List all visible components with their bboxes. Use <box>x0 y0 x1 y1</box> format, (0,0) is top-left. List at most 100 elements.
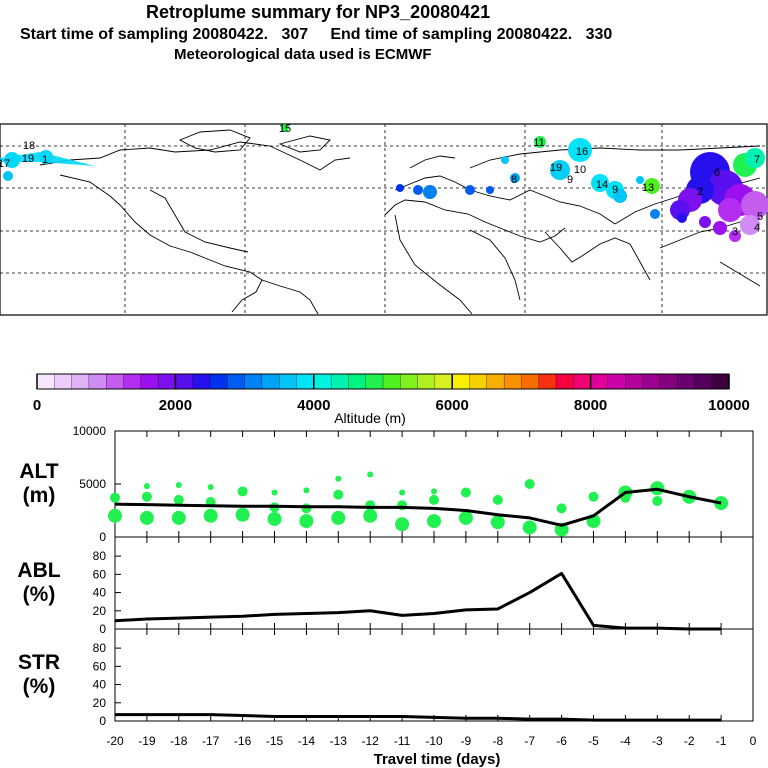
colorbar-cell <box>192 373 211 390</box>
colorbar-tick-label: 6000 <box>436 397 469 414</box>
map-cluster-label: 6 <box>714 167 720 179</box>
colorbar-cell <box>642 373 661 390</box>
map-cluster-label: 14 <box>596 179 608 191</box>
colorbar-cell <box>36 373 55 390</box>
map-cluster-label: 1 <box>42 154 48 166</box>
y-tick-label: 20 <box>93 604 107 618</box>
sampling-time-line: Start time of sampling 20080422. 307 End… <box>20 26 613 43</box>
alt-cluster-dot <box>299 514 314 529</box>
x-tick-label: -15 <box>266 734 284 748</box>
map-cluster-circle <box>413 185 423 195</box>
alt-cluster-dot <box>143 483 150 490</box>
x-tick-label: -18 <box>170 734 188 748</box>
map-cluster-circle <box>39 150 53 164</box>
map-cluster-circle <box>745 148 765 168</box>
colorbar-cell <box>123 373 142 390</box>
y-tick-label: 20 <box>93 696 107 710</box>
colorbar-cell <box>555 373 574 390</box>
x-tick-label: -7 <box>524 734 535 748</box>
colorbar-cell <box>452 373 471 390</box>
map-cluster-label: 18 <box>23 140 35 152</box>
alt-cluster-dot <box>458 510 473 525</box>
panel-ylabel: (%) <box>23 675 56 698</box>
x-tick-label: -3 <box>652 734 663 748</box>
alt-cluster-dot <box>173 494 184 505</box>
x-tick-label: 0 <box>750 734 757 748</box>
x-tick-label: -14 <box>298 734 316 748</box>
x-tick-label: -8 <box>492 734 503 748</box>
colorbar-cell <box>434 373 453 390</box>
alt-cluster-dot <box>110 492 120 503</box>
map-cluster-circle <box>3 171 13 181</box>
colorbar-cell <box>88 373 107 390</box>
colorbar-cell <box>676 373 695 390</box>
colorbar-cell <box>244 373 263 390</box>
map-cluster-circle <box>465 185 475 195</box>
map-cluster-label: 9 <box>567 174 573 186</box>
alt-cluster-dot <box>139 510 154 525</box>
colorbar-cell <box>625 373 644 390</box>
map-gridlines <box>0 124 767 315</box>
map-cluster-circle <box>729 230 741 242</box>
alt-cluster-dot <box>556 503 567 514</box>
alt-cluster-dot <box>427 514 441 529</box>
x-tick-label: -20 <box>106 734 124 748</box>
colorbar-cell <box>348 373 367 390</box>
alt-cluster-dot <box>108 508 122 523</box>
x-tick-label: -1 <box>716 734 727 748</box>
colorbar-cell <box>279 373 298 390</box>
y-tick-label: 80 <box>93 641 107 655</box>
map-cluster-label: 13 <box>642 182 654 194</box>
colorbar-cell <box>400 373 419 390</box>
colorbar-cell <box>694 373 713 390</box>
y-tick-label: 80 <box>93 549 107 563</box>
map-cluster-circles <box>3 124 768 242</box>
map-cluster-circle <box>740 215 760 235</box>
map-cluster-circle <box>718 198 742 222</box>
colorbar-cell <box>711 373 730 390</box>
map-cluster-label: 19 <box>550 162 562 174</box>
map-cluster-circle <box>613 189 627 203</box>
alt-cluster-dot <box>141 491 152 502</box>
colorbar-cell <box>261 373 280 390</box>
colorbar-label: Altitude (m) <box>334 410 406 426</box>
map-cluster-label: 5 <box>757 211 763 223</box>
x-tick-label: -13 <box>330 734 348 748</box>
panel-frame <box>114 628 754 722</box>
colorbar-cell <box>590 373 609 390</box>
alt-cluster-dot <box>429 494 439 505</box>
colorbar-cell <box>106 373 125 390</box>
time-series-panels: 0500010000ALT(m)020406080ABL(%)020406080… <box>17 424 754 728</box>
x-tick-label: -10 <box>425 734 443 748</box>
x-tick-label: -2 <box>684 734 695 748</box>
map-cluster-label: 3 <box>732 226 738 238</box>
colorbar-cell <box>365 373 384 390</box>
map-cluster-circle <box>423 185 437 199</box>
x-tick-label: -5 <box>588 734 599 748</box>
map-cluster-label: 2 <box>697 186 703 198</box>
colorbar-cell <box>538 373 557 390</box>
y-tick-label: 0 <box>99 622 106 636</box>
alt-cluster-dot <box>554 522 569 537</box>
series-line-str <box>115 713 722 722</box>
chart-title: Retroplume summary for NP3_20080421 <box>146 2 491 22</box>
map-cluster-label: 7 <box>754 154 760 166</box>
colorbar-tick-label: 10000 <box>708 397 750 414</box>
x-tick-label: -9 <box>461 734 472 748</box>
colorbar-cell <box>54 373 73 390</box>
alt-cluster-dot <box>207 484 214 491</box>
alt-cluster-dot <box>235 507 250 522</box>
colorbar-cell <box>71 373 90 390</box>
panel-frame <box>114 536 754 630</box>
panel-ylabel: ALT <box>19 460 58 483</box>
alt-cluster-dot <box>271 489 278 496</box>
series-line-abl <box>114 571 722 631</box>
alt-cluster-dot <box>333 489 344 500</box>
alt-cluster-dot <box>395 517 410 532</box>
x-tick-label: -16 <box>234 734 252 748</box>
map-cluster-circle <box>396 184 404 192</box>
colorbar-cell <box>659 373 678 390</box>
x-tick-label: -4 <box>620 734 631 748</box>
colorbar-tick-label: 2000 <box>159 397 192 414</box>
